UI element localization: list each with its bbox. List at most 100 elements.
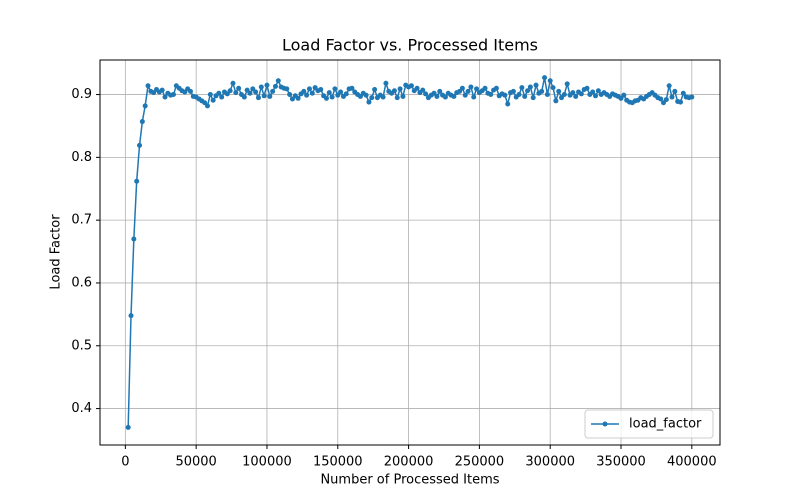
point — [542, 75, 548, 81]
point — [332, 86, 338, 92]
x-tick-label: 150000 — [313, 455, 363, 470]
point — [533, 82, 539, 88]
point — [434, 93, 440, 99]
point — [264, 82, 270, 88]
x-tick-label: 350000 — [596, 455, 646, 470]
point — [493, 85, 499, 91]
point — [125, 424, 131, 430]
point — [372, 87, 378, 93]
point — [267, 93, 273, 99]
point — [233, 90, 239, 96]
point — [369, 95, 375, 101]
point — [437, 88, 443, 94]
point — [544, 92, 550, 98]
point — [663, 97, 669, 103]
grid: 0 50000 100000 150000 200000 250000 300000 3500… — [71, 60, 720, 470]
point — [170, 92, 176, 98]
point — [516, 92, 522, 98]
point — [408, 83, 414, 89]
point — [471, 94, 477, 100]
point — [227, 88, 233, 94]
point — [207, 92, 213, 98]
point — [284, 86, 290, 92]
point — [420, 87, 426, 93]
point — [465, 88, 471, 94]
point — [329, 94, 335, 100]
y-axis-label: Load Factor — [49, 214, 64, 290]
point — [451, 93, 457, 99]
point — [338, 89, 344, 95]
point — [666, 83, 672, 89]
point — [326, 90, 332, 96]
point — [400, 93, 406, 99]
x-axis-label: Number of Processed Items — [320, 473, 499, 488]
plot — [125, 75, 695, 430]
point — [272, 83, 278, 89]
point — [391, 88, 397, 94]
chart-title: Load Factor vs. Processed Items — [282, 36, 538, 55]
point — [593, 93, 599, 99]
point — [590, 89, 596, 95]
point — [510, 88, 516, 94]
point — [275, 78, 281, 84]
point — [219, 94, 225, 100]
point — [318, 87, 324, 93]
point — [210, 97, 216, 103]
legend-marker — [602, 421, 608, 427]
plot-frame — [99, 59, 721, 446]
legend-label: load_factor — [629, 417, 702, 432]
x-tick-label: 0 — [121, 455, 129, 470]
point — [459, 85, 465, 91]
point — [394, 95, 400, 101]
point — [564, 81, 570, 87]
y-tick-label: 0.6 — [71, 275, 92, 290]
point — [253, 89, 259, 95]
point — [505, 101, 511, 107]
point — [380, 94, 386, 100]
point — [525, 88, 531, 94]
point — [621, 92, 627, 98]
point — [287, 92, 293, 98]
x-tick-label: 300000 — [525, 455, 575, 470]
point — [295, 95, 301, 101]
point — [573, 93, 579, 99]
point — [556, 88, 562, 94]
point — [502, 92, 508, 98]
point — [672, 88, 678, 94]
point — [488, 92, 494, 98]
point — [442, 94, 448, 100]
point — [669, 94, 675, 100]
point — [658, 96, 664, 102]
point — [145, 83, 151, 89]
point — [247, 90, 253, 96]
point — [236, 85, 242, 91]
legend-box — [584, 409, 714, 439]
point — [349, 85, 355, 91]
point — [414, 85, 420, 91]
point — [570, 90, 576, 96]
point — [474, 86, 480, 92]
y-tick-label: 0.4 — [71, 401, 92, 416]
point — [482, 85, 488, 91]
x-tick-label: 100000 — [242, 455, 292, 470]
point — [423, 91, 429, 97]
x-tick-label: 50000 — [175, 455, 216, 470]
point — [304, 92, 310, 98]
point — [584, 85, 590, 91]
point — [561, 92, 567, 98]
point — [677, 99, 683, 105]
point — [230, 80, 236, 86]
point — [680, 90, 686, 96]
point — [366, 99, 372, 105]
y-tick-label: 0.5 — [71, 338, 92, 353]
y-tick-label: 0.8 — [71, 150, 92, 165]
point — [539, 88, 545, 94]
point — [134, 178, 140, 184]
legend: load_factor — [584, 409, 714, 439]
point — [553, 98, 559, 104]
x-tick-label: 400000 — [667, 455, 717, 470]
point — [258, 84, 264, 90]
point — [383, 80, 389, 86]
point — [241, 94, 247, 100]
point — [595, 88, 601, 94]
